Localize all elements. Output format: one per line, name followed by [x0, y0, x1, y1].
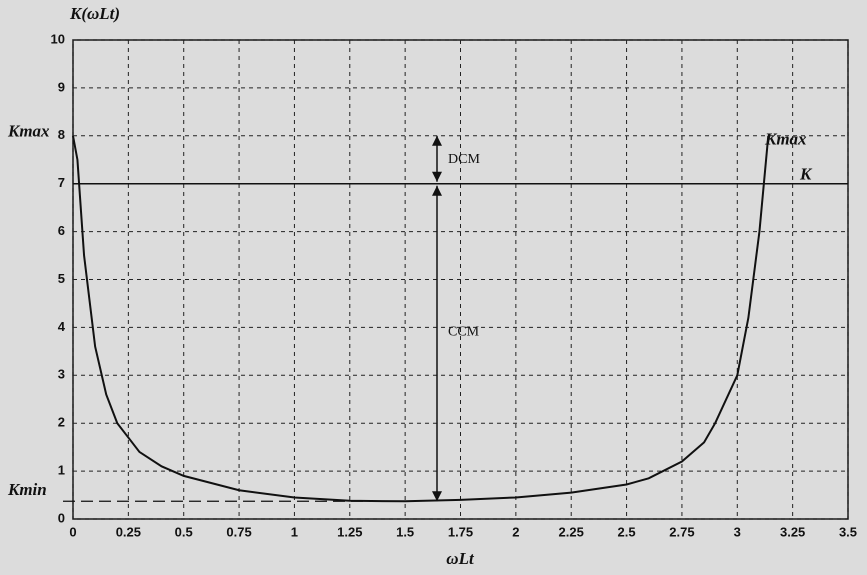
x-tick-label: 2.25 [559, 524, 584, 539]
y-tick-label: 8 [58, 127, 65, 142]
y-tick-label: 9 [58, 79, 65, 94]
x-tick-label: 0.75 [226, 524, 251, 539]
y-tick-label: 2 [58, 415, 65, 430]
y-tick-label: 0 [58, 510, 65, 525]
x-tick-label: 1.25 [337, 524, 362, 539]
x-tick-label: 1 [291, 524, 298, 539]
kmax-label: Kmax [764, 130, 807, 149]
kmin-label: Kmin [7, 480, 47, 499]
x-tick-label: 2.75 [669, 524, 694, 539]
chart: K(ωLt) ωLt 0 1 2 3 4 5 6 7 8 9 10 0 0.25 0.5 0.75 1 1.25… [0, 0, 867, 575]
x-axis-label: ωLt [446, 549, 475, 568]
x-tick-label: 0.5 [175, 524, 193, 539]
y-tick-label: 6 [58, 223, 65, 238]
x-tick-label: 2 [512, 524, 519, 539]
x-tick-label: 3 [734, 524, 741, 539]
arrow-head [432, 136, 442, 146]
y-tick-label: 5 [58, 271, 65, 286]
x-tick-label: 3.25 [780, 524, 805, 539]
y-axis-label: K(ωLt) [69, 4, 120, 23]
y-tick-label: 10 [51, 31, 65, 46]
y-tick-label: 1 [58, 463, 65, 478]
kmax-label: Kmax [7, 122, 50, 141]
x-tick-label: 1.5 [396, 524, 414, 539]
arrow-head [432, 186, 442, 196]
dcm-label: DCM [448, 152, 480, 167]
x-tick-label: 1.75 [448, 524, 473, 539]
x-tick-label: 2.5 [618, 524, 636, 539]
ccm-label: CCM [448, 324, 480, 339]
k-label: K [799, 165, 813, 184]
y-tick-label: 3 [58, 367, 65, 382]
arrow-head [432, 172, 442, 182]
y-tick-label: 4 [58, 319, 66, 334]
x-tick-label: 3.5 [839, 524, 857, 539]
x-tick-label: 0 [69, 524, 76, 539]
x-tick-label: 0.25 [116, 524, 141, 539]
k-curve [73, 136, 768, 501]
y-tick-label: 7 [58, 175, 65, 190]
